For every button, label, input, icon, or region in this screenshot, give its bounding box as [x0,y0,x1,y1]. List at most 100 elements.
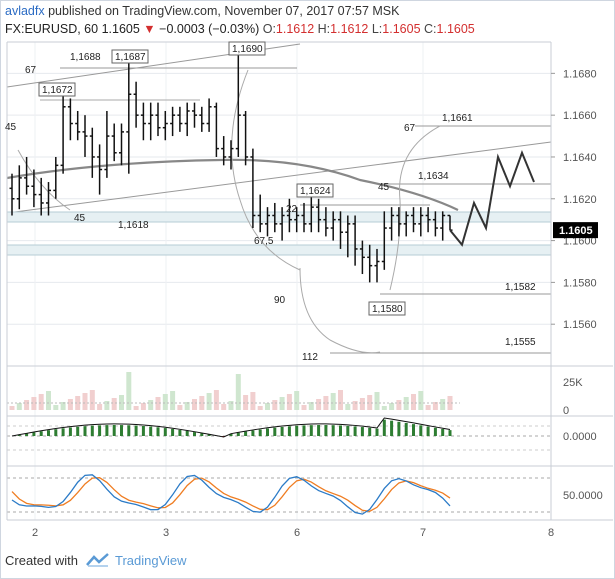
macd-histogram-bar [120,425,123,436]
volume-bar [243,395,249,410]
created-with-text: Created with [5,553,78,568]
volume-bar [286,394,292,410]
macd-histogram-bar [54,429,58,436]
macd-histogram-bar [105,425,109,436]
angle-label: 67 [25,65,37,76]
macd-histogram-bar [229,433,233,436]
volume-bar [250,392,256,410]
published-text: published on TradingView.com, November 0… [44,4,400,18]
macd-histogram-bar [134,425,138,436]
volume-bar [403,397,409,410]
angle-label: 45 [74,213,86,224]
volume-bar [447,396,453,410]
volume-bar [75,396,81,410]
price-level-label: 1,1690 [232,44,263,55]
macd-histogram-bar [324,425,328,436]
x-tick-label: 6 [294,527,300,539]
macd-histogram-bar [317,425,321,436]
macd-histogram-bar [266,428,269,436]
volume-bar [170,391,176,410]
macd-histogram-bar [163,428,167,436]
macd-histogram-bar [448,430,452,436]
volume-bar [265,403,270,410]
volume-bar [338,390,343,410]
volume-bar [148,400,154,410]
macd-histogram-bar [331,425,335,436]
macd-histogram-bar [127,425,131,436]
macd-histogram-bar [426,426,430,436]
macd-histogram-bar [76,426,80,436]
price-level-label: 1,1634 [418,171,449,182]
author-name[interactable]: avladfx [5,4,45,18]
stoch-k-line [11,474,451,515]
y-tick-label: 1.1560 [563,319,597,331]
fib-arc [231,69,301,271]
volume-bar [162,394,168,410]
price-label-box [111,49,149,64]
volume-bar [126,372,132,410]
macd-histogram-bar [280,426,284,436]
volume-bar [31,397,37,410]
macd-histogram-bar [244,431,248,436]
price-level-label: 1,1618 [118,220,149,231]
macd-histogram-bar [295,425,299,436]
macd-pane [7,417,551,451]
macd-histogram-bar [287,426,291,436]
volume-bar [177,405,183,410]
trend-line [6,141,552,214]
macd-histogram-bar [193,432,196,436]
macd-histogram-bar [171,428,175,436]
volume-bar [432,402,438,410]
angle-label: 112 [302,352,318,363]
price-label-box [38,82,76,97]
y-tick-label: 1.1580 [563,277,597,289]
angle-label: 67,5 [254,236,274,247]
volume-bar [60,402,66,410]
price-level-label: 1,1661 [442,113,473,124]
volume-bar [9,406,15,410]
volume-bar [367,395,373,410]
macd-line [11,417,451,438]
macd-histogram-bar [375,428,379,436]
volume-bar [359,398,365,410]
macd-histogram-bar [68,427,72,436]
price-level-label: 1,1582 [505,282,536,293]
volume-pane [7,372,460,410]
macd-histogram-bar [339,425,342,436]
volume-bar [235,374,241,410]
macd-histogram-bar [178,429,182,436]
volume-bar [119,395,124,410]
macd-histogram-bar [200,433,204,436]
price-label-box [296,183,334,198]
fib-arc [389,125,441,291]
macd-histogram-bar [302,425,306,436]
volume-tick-label: 0 [563,405,569,417]
volume-bar [352,401,358,410]
volume-bar [221,404,227,410]
volume-bar [294,391,300,410]
macd-histogram-bar [185,430,189,436]
current-price-badge [553,222,598,239]
macd-histogram-bar [98,425,102,436]
price-level-label: 1,1580 [372,304,403,315]
macd-histogram-bar [419,425,423,436]
volume-bar [206,393,212,410]
price-level-label: 1,1555 [505,337,536,348]
last-price: 1.1605 [101,22,140,36]
y-tick-label: 1.1620 [563,194,597,206]
volume-bar [381,406,387,410]
symbol-label: FX:EURUSD, 60 [5,22,99,36]
tradingview-link[interactable]: TradingView [115,553,187,568]
x-tick-label: 8 [548,527,554,539]
volume-bar [345,404,351,410]
macd-histogram-bar [17,434,21,436]
volume-bar [97,404,103,410]
open-label: O: [262,22,276,36]
projection-line [449,149,535,247]
price-label-box [368,301,406,316]
moving-average-line [6,158,459,211]
macd-histogram-bar [83,426,87,436]
tradingview-logo-icon [85,553,109,567]
macd-histogram-bar [346,425,350,436]
